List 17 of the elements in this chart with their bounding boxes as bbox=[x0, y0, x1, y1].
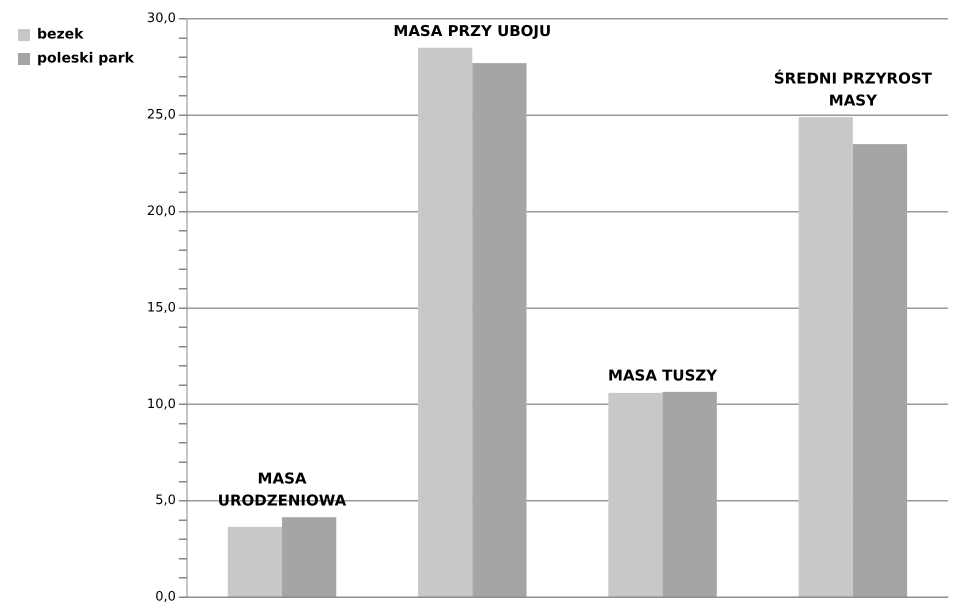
y-tick-label: 30,0 bbox=[146, 11, 176, 26]
y-tick-label: 10,0 bbox=[146, 396, 176, 412]
bar bbox=[228, 526, 282, 596]
bar bbox=[798, 117, 853, 596]
y-tick-label: 5,0 bbox=[155, 493, 176, 508]
x-tick-label: MASA TUSZY bbox=[608, 366, 718, 384]
y-tick-label: 15,0 bbox=[146, 300, 176, 316]
x-tick-label: MASA PRZY UBOJU bbox=[393, 22, 552, 40]
legend-label: poleski park bbox=[37, 50, 135, 67]
legend-label: bezek bbox=[37, 26, 84, 43]
y-tick-label: 25,0 bbox=[146, 108, 176, 123]
x-tick-label: MASA URODZENIOWA bbox=[218, 470, 347, 510]
bar bbox=[418, 48, 472, 596]
y-tick-label: 0,0 bbox=[155, 590, 176, 605]
y-tick-label: 20,0 bbox=[146, 204, 176, 219]
bar bbox=[608, 392, 663, 596]
x-tick-label: ŚREDNI PRZYROST MASY bbox=[774, 70, 933, 110]
